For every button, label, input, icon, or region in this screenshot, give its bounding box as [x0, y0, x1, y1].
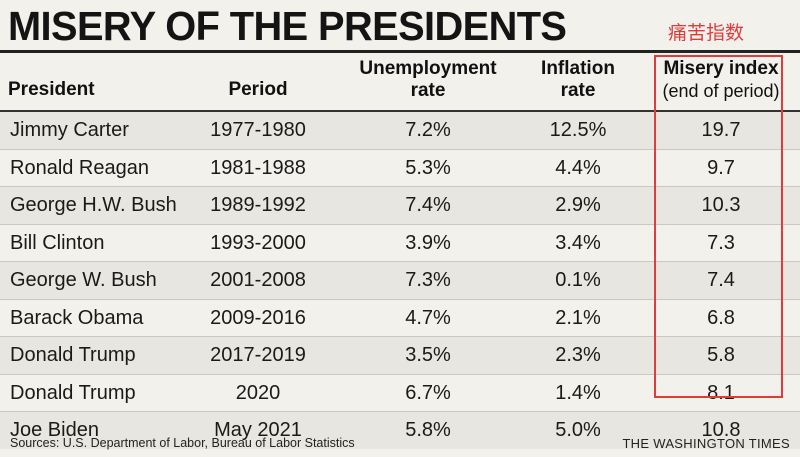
cell-unemployment: 5.8%	[405, 419, 451, 441]
cell-period: 1977-1980	[210, 119, 306, 141]
cell-president: George W. Bush	[10, 269, 157, 291]
table-row: Barack Obama 2009-2016 4.7% 2.1% 6.8	[0, 300, 800, 337]
header-inflation: Inflation rate	[522, 58, 634, 102]
cell-inflation: 2.3%	[555, 344, 601, 366]
cell-president: Donald Trump	[10, 344, 136, 366]
header-president: President	[8, 79, 95, 100]
header-misery-line1: Misery index	[663, 58, 779, 79]
header-period: Period	[228, 79, 288, 100]
cell-period: 2009-2016	[210, 306, 306, 329]
table-row: Donald Trump 2020 6.7% 1.4% 8.1	[0, 375, 800, 412]
cell-unemployment: 6.7%	[405, 381, 451, 404]
cell-president: George H.W. Bush	[10, 194, 177, 216]
cell-misery-index: 6.8	[707, 306, 735, 329]
cell-period: 1993-2000	[210, 231, 306, 254]
cell-president: Bill Clinton	[10, 231, 105, 254]
publisher-credit: THE WASHINGTON TIMES	[622, 436, 790, 451]
cell-misery-index: 10.8	[701, 419, 741, 441]
cell-inflation: 1.4%	[555, 381, 601, 404]
cell-president: Barack Obama	[10, 306, 144, 329]
table-row: Jimmy Carter 1977-1980 7.2% 12.5% 19.7	[0, 112, 800, 150]
cell-period: 2020	[235, 381, 281, 404]
cell-period: 1981-1988	[210, 156, 306, 179]
cell-president: Donald Trump	[10, 381, 136, 404]
table-body: Jimmy Carter 1977-1980 7.2% 12.5% 19.7 R…	[0, 112, 800, 449]
cell-misery-index: 10.3	[701, 194, 741, 216]
cell-president: Joe Biden	[10, 419, 99, 441]
cell-unemployment: 3.9%	[405, 231, 451, 254]
cell-inflation: 0.1%	[555, 269, 601, 291]
cell-misery-index: 9.7	[707, 156, 735, 179]
cell-misery-index: 8.1	[707, 381, 735, 404]
header-inflation-line1: Inflation	[541, 58, 615, 79]
cell-inflation: 2.1%	[555, 306, 601, 329]
cell-unemployment: 5.3%	[405, 156, 451, 179]
cell-president: Jimmy Carter	[10, 119, 129, 141]
top-rule	[0, 50, 800, 53]
header-misery-line2: (end of period)	[662, 81, 780, 101]
table-row: Donald Trump 2017-2019 3.5% 2.3% 5.8	[0, 337, 800, 375]
table-row: George W. Bush 2001-2008 7.3% 0.1% 7.4	[0, 262, 800, 300]
cell-misery-index: 19.7	[701, 119, 741, 141]
cell-unemployment: 3.5%	[405, 344, 451, 366]
misery-annotation: 痛苦指数	[668, 22, 745, 44]
header-unemployment-line1: Unemployment	[359, 58, 497, 79]
header-inflation-line2: rate	[560, 80, 596, 101]
cell-misery-index: 7.3	[707, 231, 735, 254]
cell-unemployment: 7.2%	[405, 119, 451, 141]
page-title: MISERY OF THE PRESIDENTS	[8, 3, 567, 49]
cell-inflation: 4.4%	[555, 156, 601, 179]
cell-period: 2017-2019	[210, 344, 306, 366]
cell-unemployment: 7.4%	[405, 194, 451, 216]
cell-misery-index: 7.4	[707, 269, 735, 291]
cell-inflation: 12.5%	[549, 119, 607, 141]
header-unemployment: Unemployment rate	[353, 58, 503, 102]
cell-inflation: 3.4%	[555, 231, 601, 254]
header-rule	[0, 110, 800, 112]
cell-period: 1989-1992	[210, 194, 306, 216]
table-row: Ronald Reagan 1981-1988 5.3% 4.4% 9.7	[0, 150, 800, 187]
cell-inflation: 5.0%	[555, 419, 601, 441]
table-row: Bill Clinton 1993-2000 3.9% 3.4% 7.3	[0, 225, 800, 262]
source-note: Sources: U.S. Department of Labor, Burea…	[10, 436, 355, 450]
cell-president: Ronald Reagan	[10, 156, 149, 179]
cell-misery-index: 5.8	[707, 344, 735, 366]
header-unemployment-line2: rate	[410, 80, 446, 101]
table-header: President Period Unemployment rate Infla…	[0, 53, 800, 110]
cell-unemployment: 4.7%	[405, 306, 451, 329]
table-row: George H.W. Bush 1989-1992 7.4% 2.9% 10.…	[0, 187, 800, 225]
table-row: Joe Biden May 2021 5.8% 5.0% 10.8	[0, 412, 800, 449]
footer: Sources: U.S. Department of Labor, Burea…	[0, 434, 800, 457]
header-misery-index: Misery index (end of period)	[656, 58, 786, 102]
cell-unemployment: 7.3%	[405, 269, 451, 291]
cell-period: May 2021	[214, 419, 302, 441]
cell-period: 2001-2008	[210, 269, 306, 291]
cell-inflation: 2.9%	[555, 194, 601, 216]
